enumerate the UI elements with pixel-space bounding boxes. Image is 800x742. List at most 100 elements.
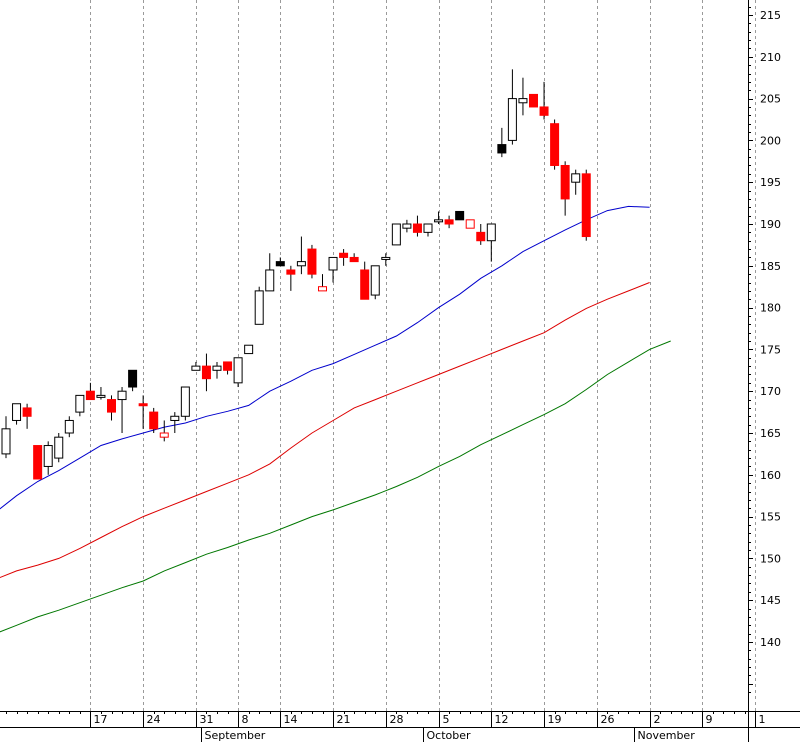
candlesticks [1,69,591,480]
y-tick-label: 180 [760,302,781,315]
candle [349,253,359,263]
candle-body [296,261,306,267]
candle-body [265,269,275,292]
candle [507,69,517,145]
x-tick-label: 9 [706,713,713,726]
x-tick-label: 14 [284,713,298,726]
ma-line-short [0,205,650,510]
candle [12,403,22,425]
month-label: September [205,729,266,742]
candle-body [254,290,264,325]
candle [560,161,570,216]
candle [434,211,444,224]
candle-body [12,403,22,421]
y-tick-label: 195 [760,176,781,189]
candle-body [507,98,517,141]
candle [370,265,380,300]
candle-body [423,223,433,233]
candle [191,361,201,371]
candle-body [128,369,138,388]
y-tick-label: 150 [760,552,781,565]
candle-body [486,223,496,242]
candle-body [286,269,296,275]
x-tick-label: 8 [242,713,249,726]
candle [223,361,233,375]
candle [476,224,486,245]
candle [423,223,433,237]
month-label: November [638,729,696,742]
candle-body [75,394,85,413]
candle-body [444,219,454,225]
candle-body [54,436,64,459]
candle [381,253,391,266]
candle-body [170,415,180,421]
candle-body [96,394,106,398]
candle [529,93,538,108]
candle-body [402,223,412,229]
candle-body [581,173,591,238]
y-tick-label: 170 [760,385,781,398]
candle-body [360,269,370,300]
candle [149,407,159,433]
candle [539,81,549,120]
candle-body [381,256,391,260]
candle-body [571,173,581,183]
candle-body [529,93,538,108]
candle [497,127,507,158]
vertical-gridlines [90,0,756,711]
candle [128,369,138,392]
x-tick-label: 12 [495,713,509,726]
candle-body [43,445,53,467]
candle-body [201,365,211,380]
candle-body [560,164,570,200]
y-tick-label: 210 [760,51,781,64]
candle [296,236,306,275]
x-tick-label: 24 [147,713,161,726]
x-tick-label: 21 [337,713,351,726]
x-tick-label: 31 [200,713,214,726]
candle [328,256,338,283]
x-tick-label: 1 [759,713,766,726]
y-tick-label: 215 [760,9,781,22]
ma-line-mid [0,282,650,579]
candle-body [1,428,11,455]
candle [85,382,95,401]
candle [201,353,211,392]
candle [360,261,370,300]
candle [518,77,528,116]
ma-line-long [0,340,671,633]
candle [33,445,43,480]
candle [571,169,581,195]
candle [402,219,412,233]
candle-body [476,231,486,242]
candle-body [391,223,401,246]
candle [339,249,349,266]
candle-body [497,144,507,154]
candle-body [180,386,190,417]
candle [64,416,74,438]
x-tick-label: 28 [390,713,404,726]
candle [54,433,64,463]
y-tick-label: 155 [760,511,781,524]
y-tick-label: 200 [760,134,781,147]
candle-body [465,219,475,229]
candle [391,223,401,246]
candle-body [64,419,74,434]
candle-body [318,286,327,292]
candle [212,361,222,379]
candle-body [339,252,349,258]
y-tick-label: 175 [760,343,781,356]
candle [486,223,496,262]
candle [159,420,169,442]
y-tick-label: 165 [760,427,781,440]
candle-body [455,210,465,221]
candle-body [223,361,233,371]
candle-body [412,223,422,233]
candle [307,244,317,279]
candle-body [275,261,285,267]
candle-body [370,265,380,296]
candle-body [85,390,95,401]
candle-body [307,248,317,275]
candle [117,387,127,433]
